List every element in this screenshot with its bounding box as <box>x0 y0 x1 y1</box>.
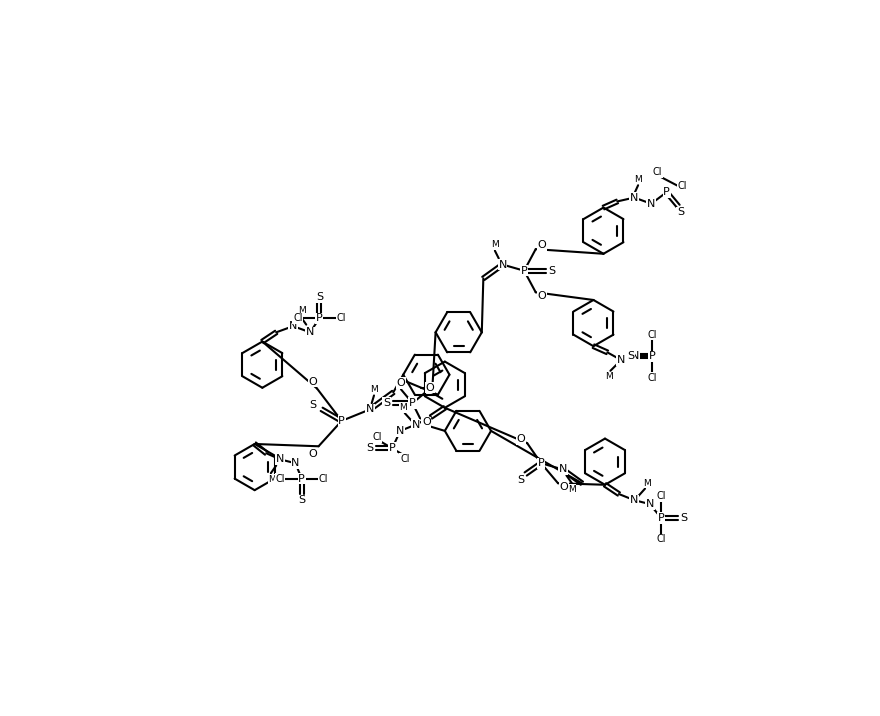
Text: N: N <box>630 495 639 505</box>
Text: N: N <box>396 426 405 436</box>
Text: Cl: Cl <box>678 181 686 191</box>
Text: O: O <box>397 378 406 388</box>
Text: N: N <box>647 199 656 209</box>
Text: Cl: Cl <box>647 373 656 383</box>
Text: M: M <box>634 175 642 183</box>
Text: P: P <box>338 416 345 426</box>
Text: S: S <box>366 442 373 453</box>
Text: Cl: Cl <box>372 432 382 442</box>
Text: M: M <box>298 306 306 315</box>
Text: M: M <box>642 479 650 488</box>
Text: N: N <box>559 465 567 475</box>
Text: P: P <box>521 266 527 276</box>
Text: Cl: Cl <box>656 534 666 544</box>
Text: S: S <box>677 207 684 217</box>
Text: P: P <box>664 187 670 197</box>
Text: N: N <box>411 420 420 430</box>
Text: P: P <box>409 398 416 408</box>
Text: M: M <box>370 384 378 394</box>
Text: N: N <box>645 499 654 509</box>
Text: P: P <box>316 314 323 324</box>
Text: S: S <box>627 351 634 361</box>
Text: P: P <box>389 442 396 453</box>
Text: M: M <box>268 475 276 484</box>
Text: Cl: Cl <box>653 167 662 177</box>
Text: Cl: Cl <box>647 329 656 339</box>
Text: P: P <box>649 351 656 361</box>
Text: S: S <box>548 266 555 276</box>
Text: O: O <box>309 377 318 387</box>
Text: S: S <box>383 398 390 408</box>
Text: Cl: Cl <box>275 473 285 483</box>
Text: S: S <box>298 495 305 505</box>
Text: Cl: Cl <box>656 491 666 501</box>
Text: P: P <box>658 513 664 523</box>
Text: M: M <box>491 240 499 249</box>
Text: Cl: Cl <box>319 473 328 483</box>
Text: N: N <box>617 355 626 365</box>
Text: N: N <box>366 405 374 415</box>
Text: O: O <box>517 435 525 445</box>
Text: N: N <box>275 455 284 465</box>
Text: M: M <box>400 403 407 412</box>
Text: Cl: Cl <box>400 454 409 463</box>
Text: S: S <box>316 292 323 302</box>
Text: N: N <box>631 351 639 361</box>
Text: P: P <box>538 458 545 468</box>
Text: O: O <box>422 417 430 427</box>
Text: N: N <box>630 193 639 203</box>
Text: S: S <box>681 513 688 523</box>
Text: O: O <box>560 482 568 492</box>
Text: O: O <box>538 241 546 251</box>
Text: O: O <box>426 383 435 393</box>
Text: N: N <box>289 321 297 332</box>
Text: O: O <box>538 291 546 301</box>
Text: N: N <box>306 327 314 337</box>
Text: M: M <box>605 372 612 382</box>
Text: N: N <box>291 458 300 468</box>
Text: N: N <box>498 260 507 269</box>
Text: O: O <box>308 449 317 459</box>
Text: Cl: Cl <box>336 314 346 324</box>
Text: P: P <box>298 473 305 483</box>
Text: Cl: Cl <box>293 314 303 324</box>
Text: S: S <box>309 400 316 410</box>
Text: S: S <box>517 475 524 485</box>
Text: M: M <box>568 485 576 494</box>
